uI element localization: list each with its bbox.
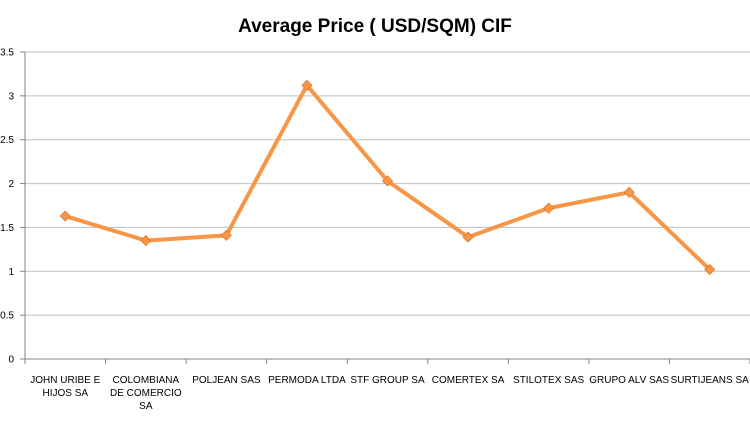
data-point-marker [220,229,232,241]
chart-title: Average Price ( USD/SQM) CIF [238,16,512,37]
x-tick-label: PERMODA LTDA [268,375,346,386]
data-point-marker [140,235,152,247]
y-tick-label: 2.5 [0,135,14,146]
gridlines [25,51,750,316]
x-tick-label: STILOTEX SAS [513,375,584,386]
y-tick-label: 2 [8,179,14,190]
data-point-marker [59,210,71,222]
axes [20,51,750,364]
x-tick-label: STF GROUP SA [350,375,425,386]
data-point-marker [301,79,313,91]
data-point-marker [381,175,394,187]
y-tick-labels: 0 0.5 1 1.5 2 2.5 3 3.5 [0,48,14,366]
x-tick-label: COLOMBIANA DE COMERCIO SA [110,375,182,412]
x-tick-label: POLJEAN SAS [192,375,261,386]
x-tick-label: JOHN URIBE E HIJOS SA [30,375,100,399]
data-point-marker [543,202,555,214]
y-tick-label: 1 [8,267,14,278]
y-tick-label: 3 [8,91,14,102]
x-tick-label: COMERTEX SA [432,375,505,386]
x-tick-labels: JOHN URIBE E HIJOS SA COLOMBIANA DE COMERCI… [30,375,749,412]
y-tick-label: 3.5 [0,48,14,59]
y-tick-label: 0 [8,355,14,366]
series [59,79,716,276]
y-tick-label: 1.5 [0,223,14,234]
y-tick-label: 0.5 [0,311,14,322]
x-tick-label: SURTIJEANS SA [671,375,749,386]
data-point-marker [462,231,474,243]
data-point-marker [704,263,716,276]
x-tick-label: GRUPO ALV SAS [589,375,669,386]
data-point-marker [623,186,635,198]
